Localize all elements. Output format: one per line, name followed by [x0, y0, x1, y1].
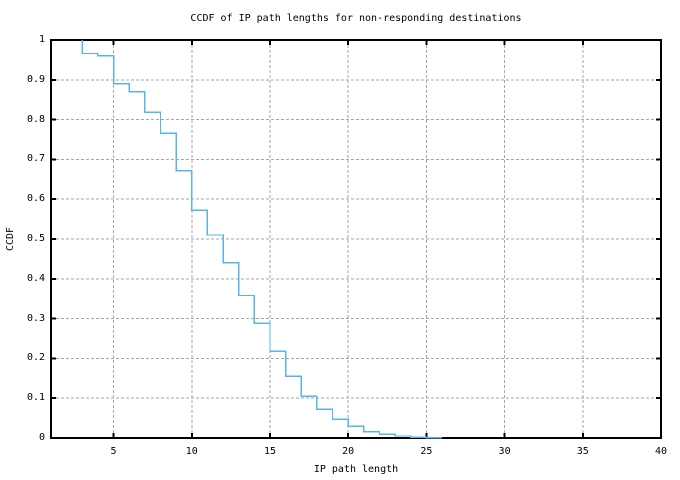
plot-border — [50, 39, 662, 439]
y-tick-label-0.4: 0.4 — [26, 272, 45, 284]
y-tick-label-1: 1 — [38, 34, 45, 45]
x-tick-label-10: 10 — [185, 446, 198, 457]
y-tick-label-0.3: 0.3 — [26, 312, 45, 324]
y-tick-label-0.1: 0.1 — [26, 392, 45, 404]
x-tick-label-35: 35 — [576, 446, 589, 457]
y-tick-label-0.9: 0.9 — [26, 73, 45, 85]
x-tick-label-15: 15 — [263, 446, 276, 457]
chart-title: CCDF of IP path lengths for non-respondi… — [190, 13, 522, 24]
y-tick-label-0.5: 0.5 — [26, 233, 45, 244]
y-tick-label-0.8: 0.8 — [26, 113, 45, 125]
x-tick-label-20: 20 — [342, 446, 355, 457]
x-tick-label-25: 25 — [420, 446, 433, 457]
x-tick-label-5: 5 — [110, 446, 117, 457]
x-tick-label-40: 40 — [654, 446, 668, 457]
y-tick-label-0.2: 0.2 — [26, 352, 45, 364]
x-tick-label-30: 30 — [498, 446, 511, 457]
y-tick-label-0.6: 0.6 — [26, 193, 45, 205]
y-tick-label-0: 0 — [38, 432, 45, 443]
y-tick-label-0.7: 0.7 — [26, 153, 45, 165]
ccdf-curve — [81, 40, 443, 439]
x-axis-label: IP path length — [313, 464, 399, 475]
